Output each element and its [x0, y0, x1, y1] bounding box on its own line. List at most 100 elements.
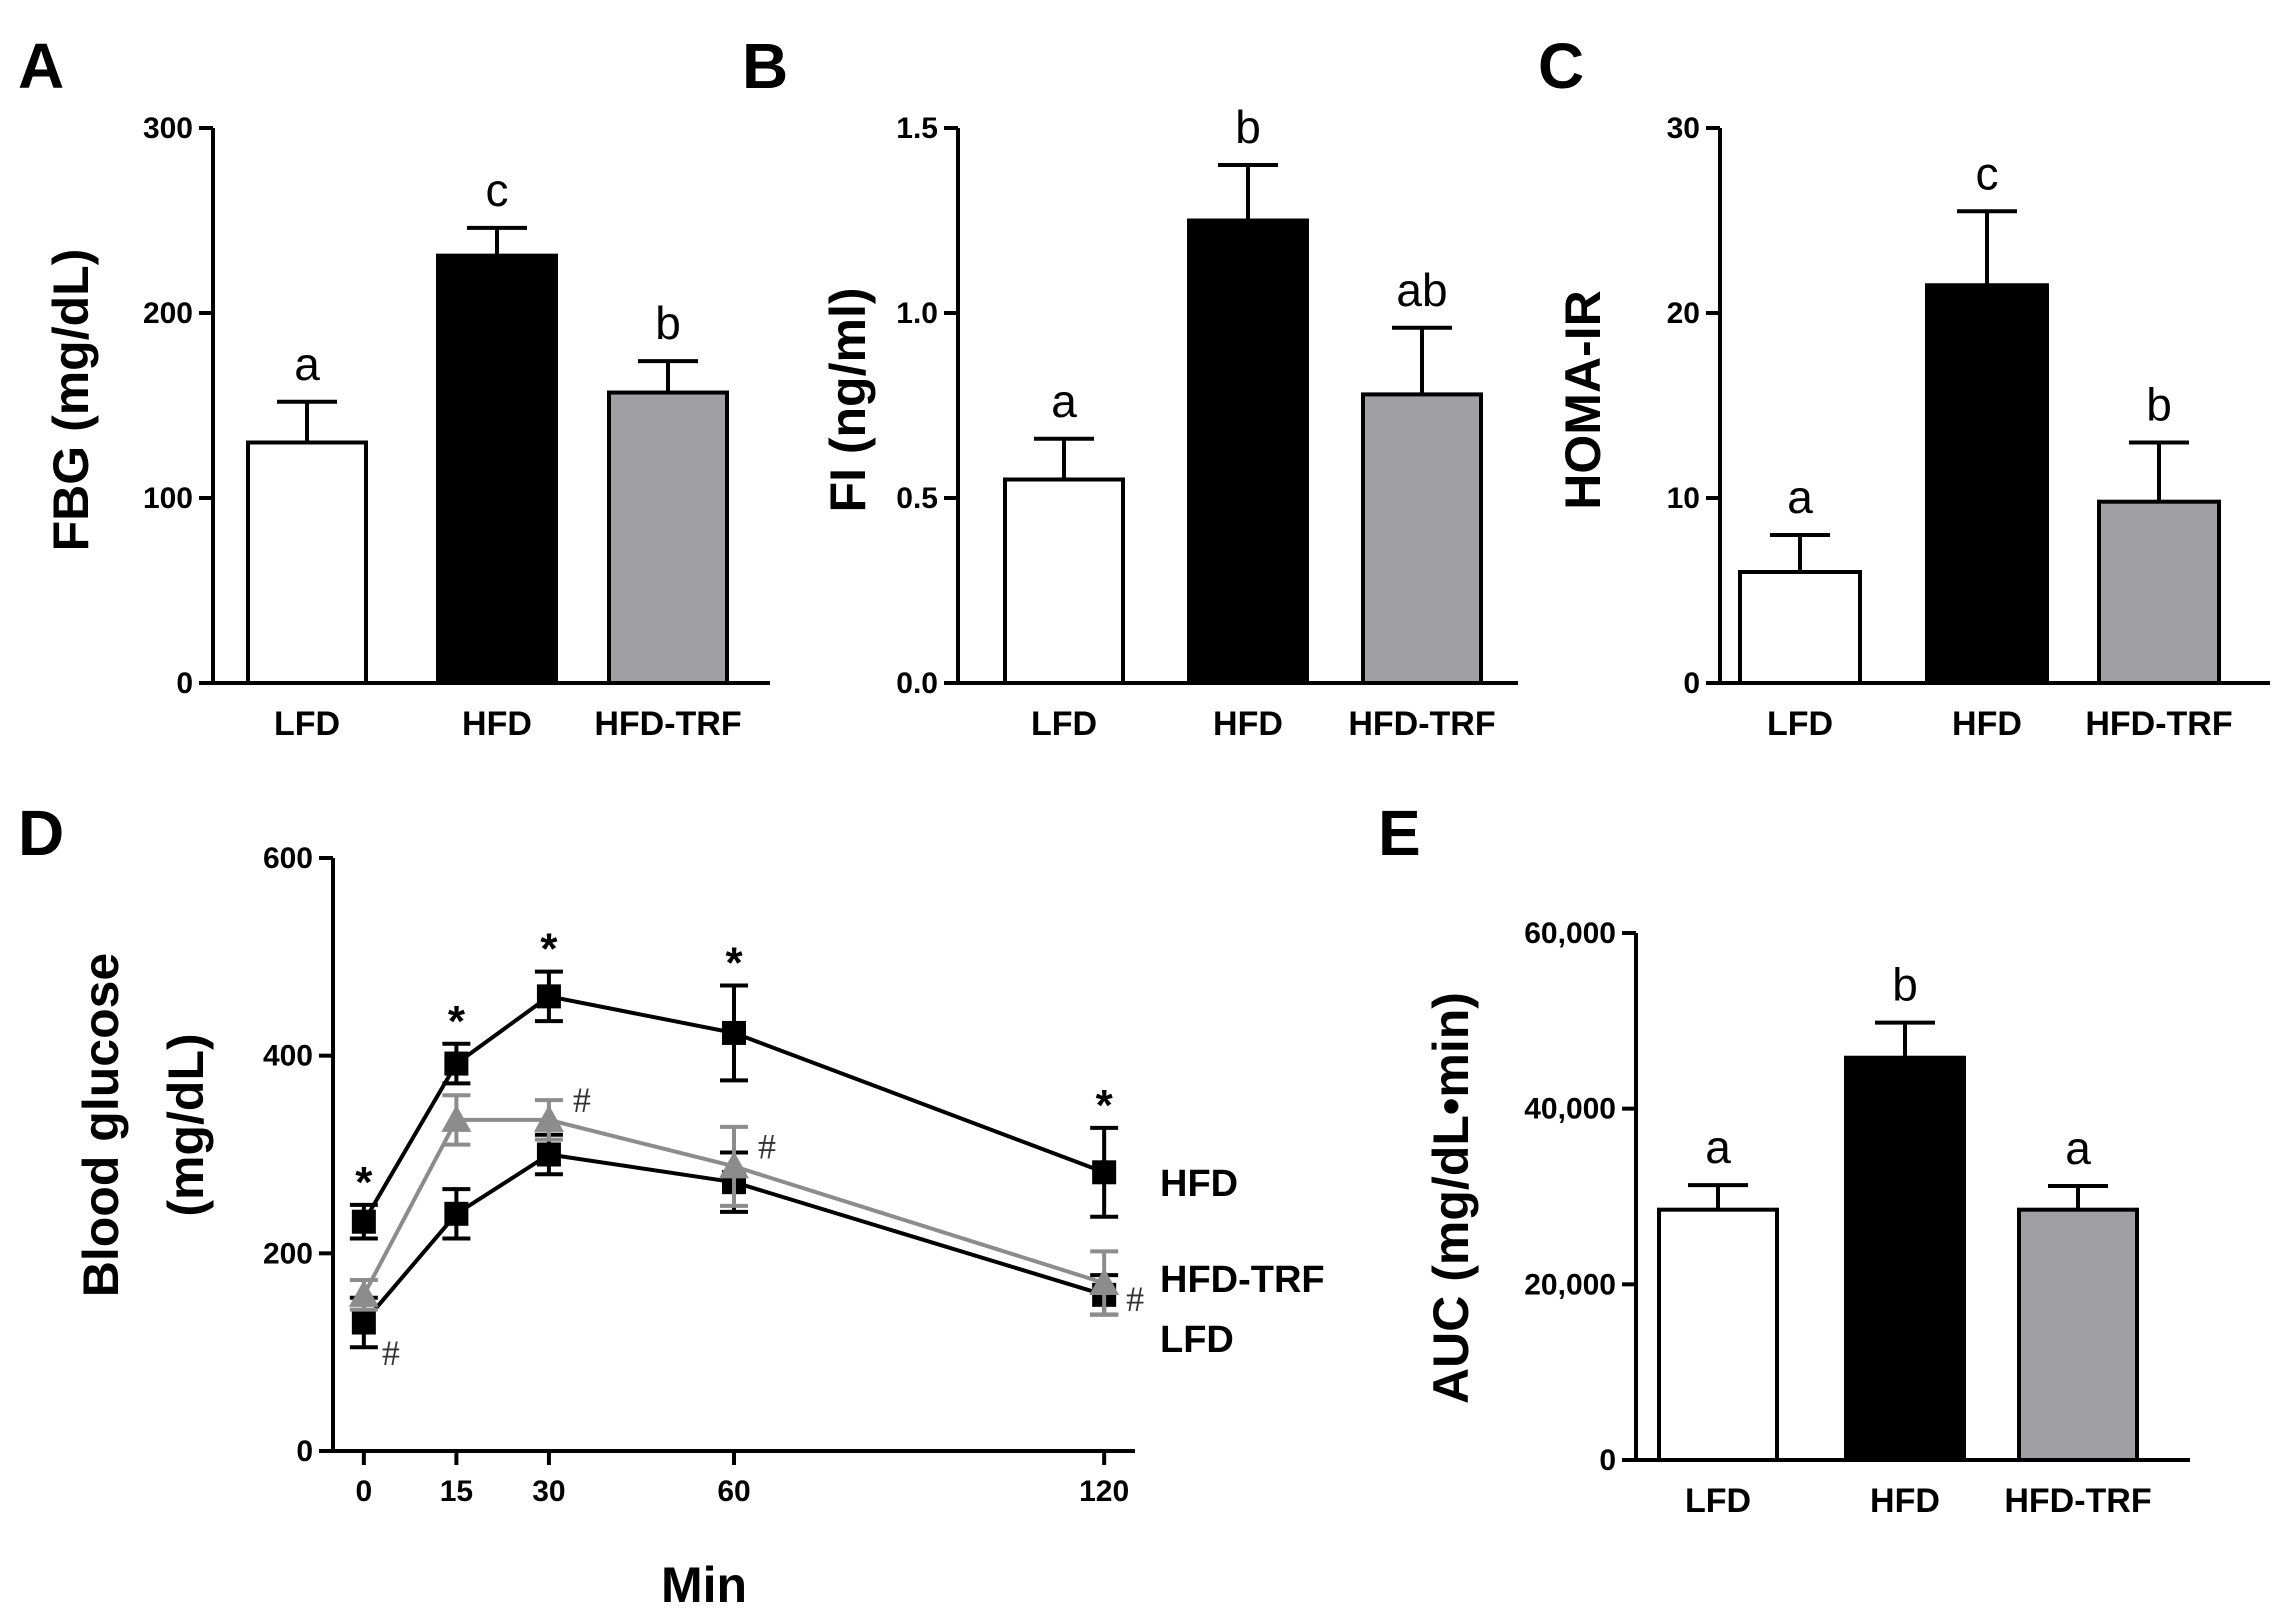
y-axis-title-line-2: (mg/dL)	[158, 1033, 214, 1216]
x-category-label: HFD	[1213, 705, 1283, 743]
significance-star: *	[725, 938, 743, 987]
bar-lfd	[1003, 477, 1125, 685]
data-point-square	[722, 1020, 746, 1045]
fi-bar-chart: 0.0 0.5 1.0 1.5 FI (ng/ml) a LFD b HFD ab HFD-TRF	[820, 101, 1518, 743]
panel-d: D 0 200 400 600 0 15 30 60 120 Min Blood glucose (m…	[18, 797, 1325, 1613]
x-category-label: LFD	[1031, 705, 1097, 743]
y-tick-label: 100	[143, 482, 193, 515]
data-point-square	[444, 1201, 469, 1226]
x-tick-label: 120	[1079, 1475, 1129, 1508]
data-point-triangle	[441, 1104, 472, 1132]
significance-letter: b	[2146, 379, 2172, 431]
x-category-label: LFD	[1767, 705, 1833, 743]
data-point-square	[536, 984, 561, 1009]
x-category-label: HFD	[1952, 705, 2022, 743]
significance-star: *	[540, 925, 558, 974]
y-tick-label: 30	[1667, 112, 1700, 145]
panel-letter-a: A	[18, 30, 64, 102]
auc-bar-chart: 0 20,000 40,000 60,000 AUC (mg/dL•min) a LFD b H…	[1423, 917, 2190, 1520]
y-tick-label: 1.0	[896, 297, 938, 330]
significance-letter: ab	[1396, 264, 1447, 316]
panel-letter-e: E	[1378, 797, 1421, 869]
significance-hash: #	[573, 1080, 591, 1120]
significance-letter: a	[294, 338, 320, 390]
y-tick-label: 60,000	[1524, 917, 1616, 950]
x-category-label: HFD	[462, 705, 532, 743]
significance-letter: b	[1892, 959, 1918, 1011]
blood-glucose-line-chart: 0 200 400 600 0 15 30 60 120 Min Blood glucose (mg/…	[73, 842, 1325, 1613]
panel-b: B 0.0 0.5 1.0 1.5 FI (ng/ml) a LFD b HFD ab HFD-TR…	[742, 30, 1518, 743]
bar-hfd-trf	[607, 390, 729, 685]
y-tick-label: 300	[143, 112, 193, 145]
legend-label-hfd-trf: HFD-TRF	[1160, 1259, 1325, 1301]
x-category-label: HFD	[1870, 1482, 1940, 1520]
bar-hfd-trf	[1361, 392, 1483, 685]
y-tick-label: 0	[296, 1435, 313, 1468]
bar-hfd	[1187, 218, 1309, 685]
x-category-label: LFD	[274, 705, 340, 743]
y-tick-label: 0	[176, 667, 193, 700]
x-category-label: LFD	[1685, 1482, 1751, 1520]
significance-letter: c	[1976, 147, 1999, 199]
data-point-triangle	[719, 1151, 749, 1179]
panel-e: E 0 20,000 40,000 60,000 AUC (mg/dL•min) a LFD…	[1378, 797, 2190, 1520]
significance-letter: a	[1705, 1121, 1731, 1173]
x-tick-label: 30	[532, 1475, 565, 1508]
data-point-triangle	[348, 1279, 379, 1307]
bar-hfd-trf	[2017, 1207, 2139, 1463]
y-axis-title-line-1: Blood glucose	[73, 953, 129, 1297]
bar-hfd	[1925, 283, 2049, 685]
series-hfd	[349, 969, 1119, 1241]
x-tick-label: 15	[440, 1475, 473, 1508]
series-hfd-trf	[348, 1093, 1120, 1317]
panel-letter-b: B	[742, 30, 788, 102]
significance-letter: b	[655, 297, 681, 349]
x-tick-label: 0	[356, 1475, 373, 1508]
bar-lfd	[1738, 570, 1862, 685]
y-tick-label: 0	[1683, 667, 1700, 700]
bar-lfd	[1657, 1207, 1779, 1463]
homa-ir-bar-chart: 0 10 20 30 HOMA-IR a LFD c HFD b HFD-TRF	[1555, 112, 2270, 743]
significance-hash: #	[382, 1333, 400, 1373]
y-axis-title: FI (ng/ml)	[820, 288, 876, 513]
y-tick-label: 20	[1667, 297, 1700, 330]
panel-letter-c: C	[1538, 30, 1584, 102]
data-point-square	[351, 1209, 376, 1234]
y-tick-label: 200	[143, 297, 193, 330]
significance-star: *	[355, 1158, 373, 1207]
y-tick-label: 600	[263, 842, 313, 875]
panel-a: A 0 100 200 300 FBG (mg/dL) a LFD c HFD b HFD-TRF	[18, 30, 770, 743]
y-tick-label: 0	[1599, 1444, 1616, 1477]
panel-c: C 0 10 20 30 HOMA-IR a LFD c HFD b HFD-TRF	[1538, 30, 2270, 743]
x-category-label: HFD-TRF	[2004, 1482, 2151, 1520]
y-axis-title: FBG (mg/dL)	[43, 249, 99, 552]
x-tick-label: 60	[717, 1475, 750, 1508]
significance-hash: #	[758, 1126, 776, 1166]
y-tick-label: 0.0	[896, 667, 938, 700]
significance-star: *	[448, 997, 466, 1046]
y-tick-label: 40,000	[1524, 1093, 1616, 1126]
y-tick-label: 200	[263, 1237, 313, 1270]
data-point-square	[536, 1142, 561, 1167]
y-tick-label: 1.5	[896, 112, 938, 145]
x-category-label: HFD-TRF	[2085, 705, 2232, 743]
significance-hash: #	[1126, 1279, 1144, 1319]
data-point-square	[444, 1051, 469, 1076]
x-axis-title: Min	[661, 1557, 747, 1613]
bar-lfd	[246, 440, 368, 685]
fbg-bar-chart: 0 100 200 300 FBG (mg/dL) a LFD c HFD b HFD-TRF	[43, 112, 770, 743]
data-point-triangle	[1089, 1267, 1120, 1295]
bar-hfd	[436, 253, 558, 685]
data-point-triangle	[533, 1104, 564, 1132]
significance-letter: c	[486, 164, 509, 216]
y-tick-label: 400	[263, 1040, 313, 1073]
significance-letter: a	[1787, 471, 1813, 523]
data-point-square	[351, 1310, 376, 1335]
legend-label-hfd: HFD	[1160, 1163, 1238, 1205]
y-axis-title: HOMA-IR	[1555, 290, 1611, 509]
bar-hfd-trf	[2097, 499, 2221, 686]
data-point-square	[1092, 1160, 1117, 1185]
legend-label-lfd: LFD	[1160, 1319, 1234, 1361]
significance-letter: a	[1051, 375, 1077, 427]
